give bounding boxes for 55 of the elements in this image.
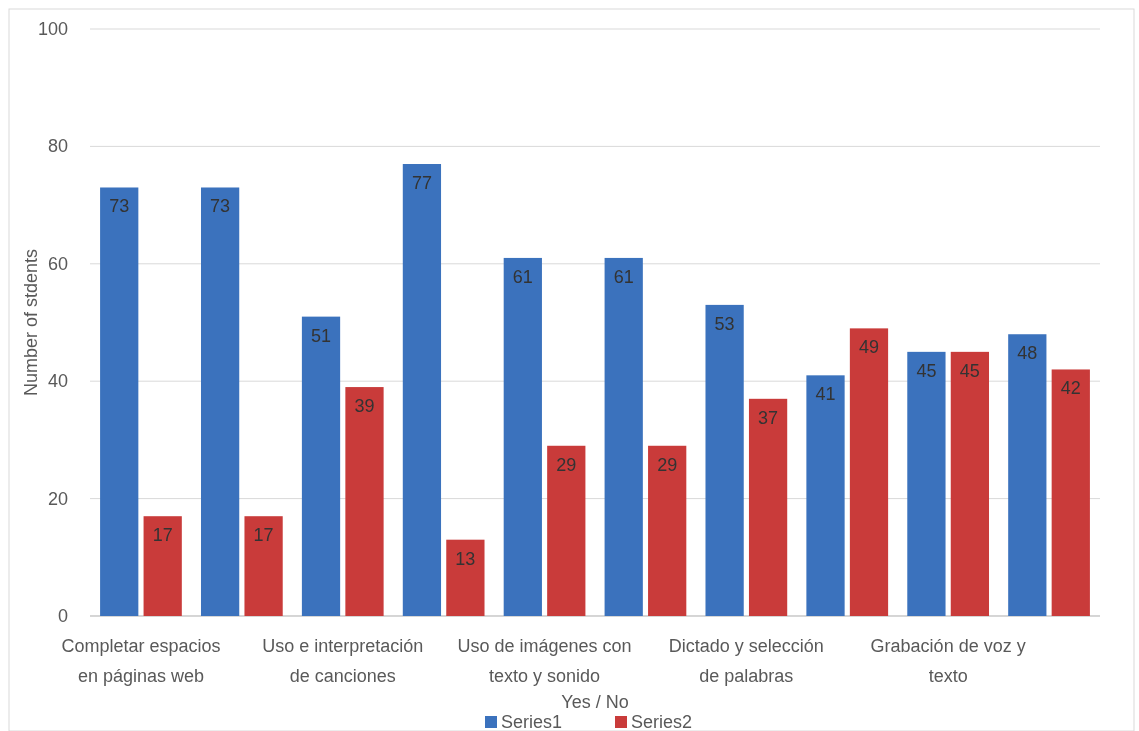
bar — [143, 516, 182, 616]
x-tick-label: Completar espacios en páginas web — [61, 636, 221, 686]
data-label: 51 — [311, 325, 332, 346]
y-tick-label: 40 — [47, 371, 68, 392]
bar — [806, 375, 845, 616]
bar — [100, 187, 139, 616]
data-label: 61 — [613, 266, 634, 287]
legend-label: Series1 — [501, 712, 563, 731]
bar — [301, 316, 341, 616]
bar — [705, 304, 744, 616]
bar — [200, 187, 240, 616]
x-tick-label: Uso de imágenes con texto y sonido — [457, 636, 632, 686]
bar — [345, 387, 384, 616]
bar — [1051, 369, 1090, 616]
bar — [446, 539, 485, 616]
bar — [402, 164, 442, 616]
data-label: 53 — [714, 313, 735, 334]
x-tick-label: Dictado y selección de palabras — [668, 636, 824, 686]
x-tick-label: Grabación de voz y texto — [870, 636, 1026, 686]
data-label: 61 — [512, 266, 533, 287]
data-label: 48 — [1017, 343, 1038, 364]
data-label: 39 — [354, 396, 375, 417]
x-tick-label: Uso e interpretación de canciones — [262, 636, 424, 686]
bar — [648, 445, 687, 616]
bar — [604, 257, 643, 616]
legend-label: Series2 — [631, 712, 693, 731]
y-tick-label: 20 — [47, 488, 68, 509]
data-label: 73 — [109, 196, 130, 217]
bar — [503, 257, 542, 616]
bar — [950, 351, 990, 616]
data-label: 37 — [758, 407, 779, 428]
data-label: 42 — [1060, 378, 1081, 399]
y-tick-label: 60 — [47, 253, 68, 274]
data-label: 13 — [455, 548, 476, 569]
data-label: 17 — [152, 525, 173, 546]
data-label: 73 — [210, 196, 231, 217]
bar — [849, 328, 889, 616]
x-axis-title: Yes / No — [561, 692, 629, 712]
y-tick-label: 0 — [57, 606, 68, 626]
data-label: 29 — [556, 454, 577, 475]
bar — [1008, 334, 1047, 616]
bar — [748, 398, 788, 616]
y-axis-title: Number of stdents — [21, 248, 41, 397]
data-label: 49 — [858, 337, 879, 358]
bar — [547, 445, 586, 616]
data-label: 29 — [657, 454, 678, 475]
data-label: 45 — [916, 360, 937, 381]
data-label: 41 — [815, 384, 836, 405]
bar — [907, 351, 946, 616]
data-label: 77 — [411, 173, 432, 194]
bar — [244, 516, 283, 616]
y-tick-label: 80 — [47, 136, 68, 157]
data-label: 17 — [253, 525, 274, 546]
data-label: 45 — [959, 360, 980, 381]
y-tick-label: 100 — [37, 19, 68, 39]
